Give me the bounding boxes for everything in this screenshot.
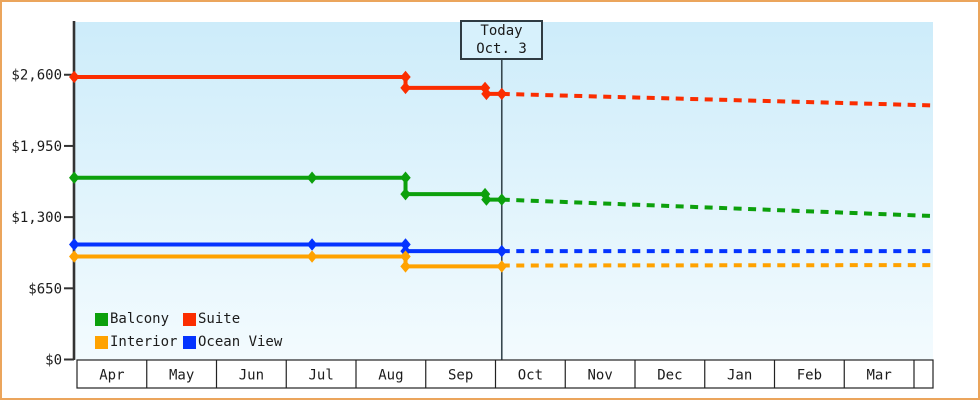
legend: Balcony Suite Interior Ocean View	[95, 311, 282, 350]
marker-interior	[400, 250, 411, 263]
plot-background	[74, 22, 933, 360]
month-band	[76, 359, 934, 389]
marker-ocean-view	[306, 238, 318, 251]
month-label: Jan	[727, 368, 752, 384]
month-label: Feb	[797, 368, 822, 384]
marker-interior	[69, 250, 80, 263]
marker-suite	[69, 70, 80, 84]
month-label: Jun	[239, 368, 264, 384]
legend-item-balcony: Balcony	[95, 311, 183, 327]
legend-label: Ocean View	[198, 334, 283, 350]
marker-interior	[400, 260, 411, 273]
marker-ocean-view	[400, 238, 411, 251]
month-label: Mar	[866, 368, 891, 384]
month-label: Nov	[587, 368, 612, 384]
marker-interior	[496, 260, 507, 273]
legend-item-suite: Suite	[183, 311, 282, 327]
month-label: Dec	[657, 368, 682, 384]
marker-interior	[306, 250, 318, 263]
legend-swatch-ocean-view	[183, 335, 196, 349]
today-label: Today	[480, 22, 523, 39]
y-tick-label: $0	[45, 353, 62, 369]
marker-ocean-view	[69, 238, 80, 251]
y-tick-label: $1,300	[11, 210, 62, 226]
marker-ocean-view	[496, 244, 507, 258]
month-label: Jul	[308, 368, 333, 384]
marker-balcony	[306, 171, 318, 184]
marker-balcony	[69, 171, 80, 184]
marker-balcony	[481, 193, 492, 206]
legend-swatch-suite	[183, 312, 196, 326]
legend-label: Interior	[110, 334, 178, 350]
marker-suite	[400, 81, 411, 95]
legend-item-ocean-view: Ocean View	[183, 334, 282, 350]
today-annotation: Today Oct. 3	[460, 20, 543, 60]
legend-label: Suite	[198, 311, 241, 327]
legend-label: Balcony	[110, 311, 170, 327]
month-label: Aug	[378, 368, 403, 384]
month-label: Oct	[518, 368, 543, 384]
month-label: May	[169, 368, 194, 384]
marker-suite	[496, 87, 507, 101]
legend-swatch-balcony	[95, 312, 108, 326]
marker-balcony	[400, 171, 411, 184]
month-label: Apr	[99, 368, 124, 384]
legend-swatch-interior	[95, 335, 108, 349]
month-label: Sep	[448, 368, 473, 384]
legend-item-interior: Interior	[95, 334, 183, 350]
y-tick-label: $2,600	[11, 68, 62, 84]
marker-suite	[400, 70, 411, 84]
today-date: Oct. 3	[476, 41, 527, 57]
y-tick-label: $1,950	[11, 139, 62, 155]
marker-suite	[481, 87, 492, 101]
marker-balcony	[496, 193, 507, 206]
y-tick-label: $650	[28, 281, 62, 297]
marker-balcony	[400, 187, 411, 201]
